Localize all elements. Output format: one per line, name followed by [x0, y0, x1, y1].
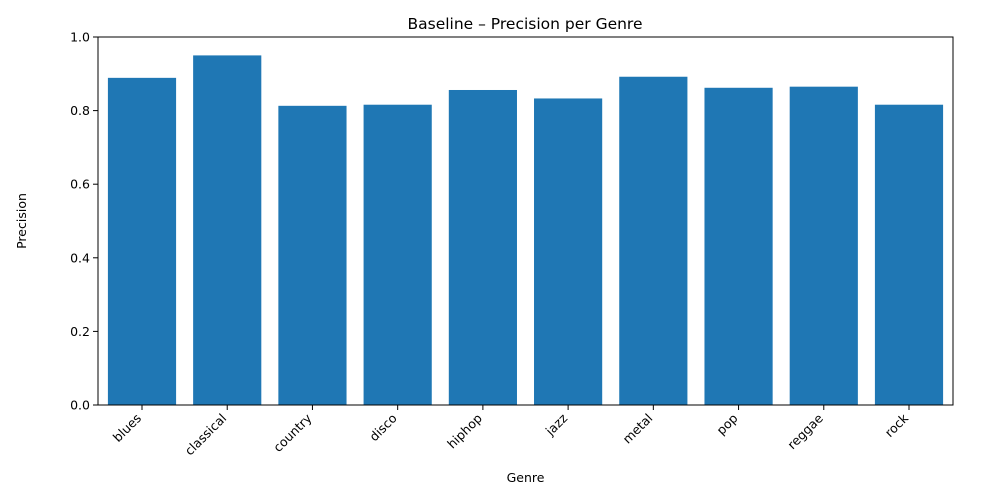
x-tick-label: disco: [366, 411, 400, 445]
y-tick-label: 0.4: [70, 250, 90, 265]
x-tick-label: country: [270, 410, 315, 455]
y-tick-label: 0.0: [70, 398, 90, 413]
y-tick-label: 0.8: [70, 103, 90, 118]
x-axis: blues classical country disco hiphop jazz meta…: [110, 405, 912, 458]
x-tick-label: pop: [713, 410, 740, 437]
x-tick-label: metal: [619, 411, 655, 447]
bar-reggae: [789, 86, 858, 406]
bar-country: [278, 105, 347, 405]
bar-jazz: [534, 98, 603, 406]
x-tick-label: hiphop: [444, 410, 485, 451]
x-tick-label: classical: [182, 411, 230, 459]
bar-disco: [363, 104, 432, 406]
bar-metal: [619, 76, 688, 406]
y-tick-label: 0.6: [70, 177, 90, 192]
y-tick-label: 1.0: [70, 30, 90, 45]
bar-pop: [704, 87, 773, 405]
chart-title: Baseline – Precision per Genre: [407, 15, 642, 33]
y-axis-title: Precision: [14, 193, 29, 249]
y-tick-label: 0.2: [70, 324, 90, 339]
bar-hiphop: [448, 89, 517, 406]
plot-frame: [97, 36, 954, 406]
x-axis-title: Genre: [507, 470, 545, 485]
y-axis: 0.0 0.2 0.4 0.6 0.8 1.0: [70, 30, 98, 413]
bar-rock: [874, 104, 944, 406]
x-tick-label: jazz: [542, 410, 571, 439]
x-tick-label: reggae: [784, 410, 826, 452]
x-tick-label: rock: [882, 410, 912, 440]
x-tick-label: blues: [110, 411, 144, 445]
bar-classical: [193, 55, 262, 406]
bars-layer: [107, 55, 944, 406]
bar-blues: [107, 77, 177, 405]
